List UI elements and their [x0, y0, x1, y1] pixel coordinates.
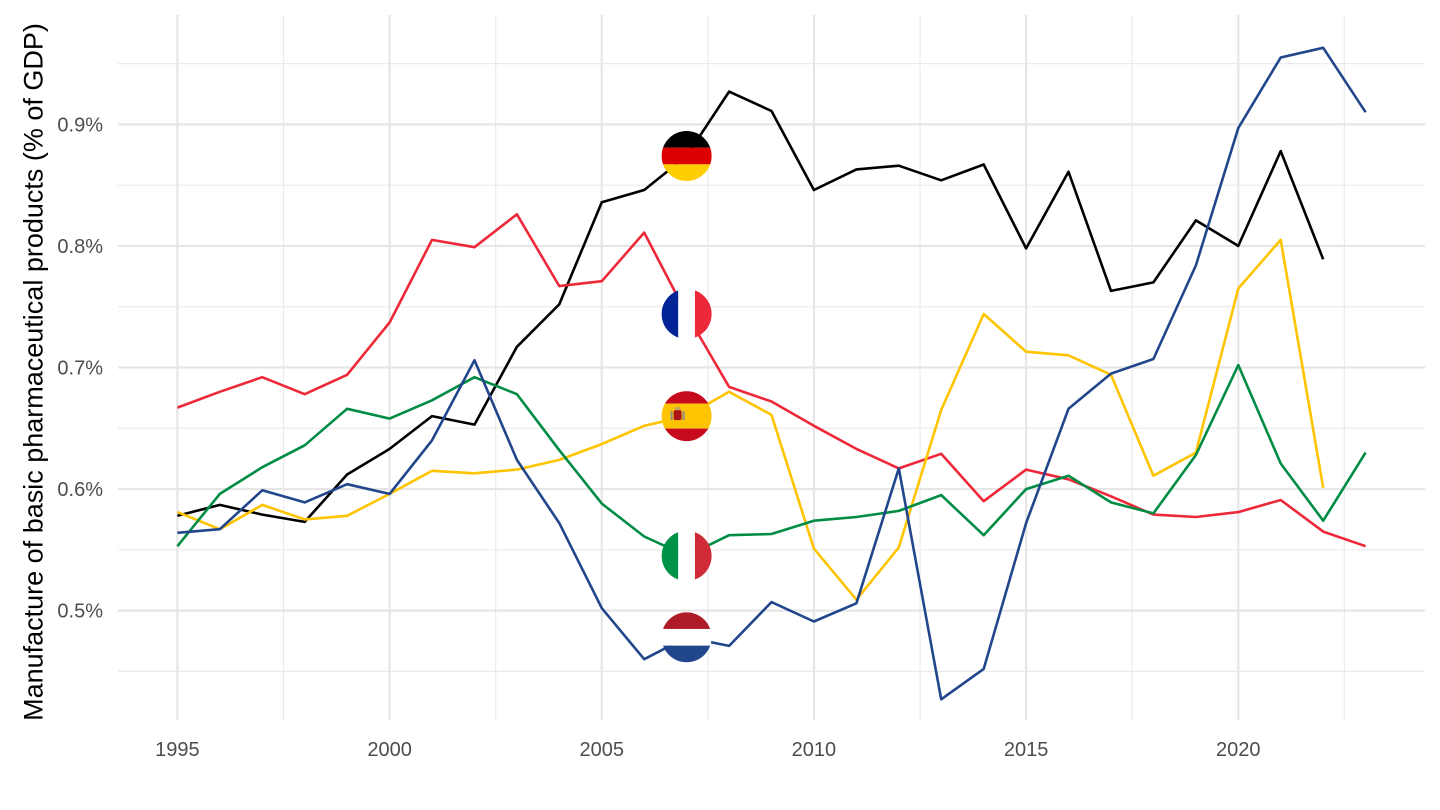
- spain-line: [176, 238, 1325, 602]
- spain-flag: [661, 391, 712, 442]
- x-tick-label: 2020: [1216, 739, 1261, 761]
- y-axis-label: Manufacture of basic pharmaceutical prod…: [18, 23, 49, 721]
- france-flag: [661, 289, 712, 339]
- x-tick-labels: 1995 2000 2005 2010 2015 2020: [155, 739, 1260, 761]
- major-gridlines: [118, 15, 1425, 720]
- series-lines: [176, 46, 1367, 701]
- y-tick-label: 0.9%: [57, 114, 103, 136]
- y-tick-label: 0.8%: [57, 236, 103, 258]
- x-tick-label: 2015: [1004, 739, 1049, 761]
- netherlands-flag: [661, 612, 712, 663]
- y-axis-label-container: Manufacture of basic pharmaceutical prod…: [0, 0, 60, 810]
- y-tick-label: 0.7%: [57, 358, 103, 380]
- germany-flag: [661, 131, 712, 181]
- y-tick-label: 0.6%: [57, 479, 103, 501]
- x-tick-label: 1995: [155, 739, 200, 761]
- flag-markers: [661, 131, 712, 663]
- italy-flag: [661, 530, 712, 581]
- x-tick-label: 2010: [792, 739, 837, 761]
- italy-line: [176, 363, 1367, 558]
- germany-line: [177, 90, 1325, 524]
- y-tick-labels: 0.5% 0.6% 0.7% 0.8% 0.9%: [57, 114, 103, 622]
- france-line: [176, 213, 1367, 548]
- y-tick-label: 0.5%: [57, 601, 103, 623]
- netherlands-line: [177, 46, 1367, 701]
- x-tick-label: 2000: [367, 739, 412, 761]
- x-tick-label: 2005: [580, 739, 625, 761]
